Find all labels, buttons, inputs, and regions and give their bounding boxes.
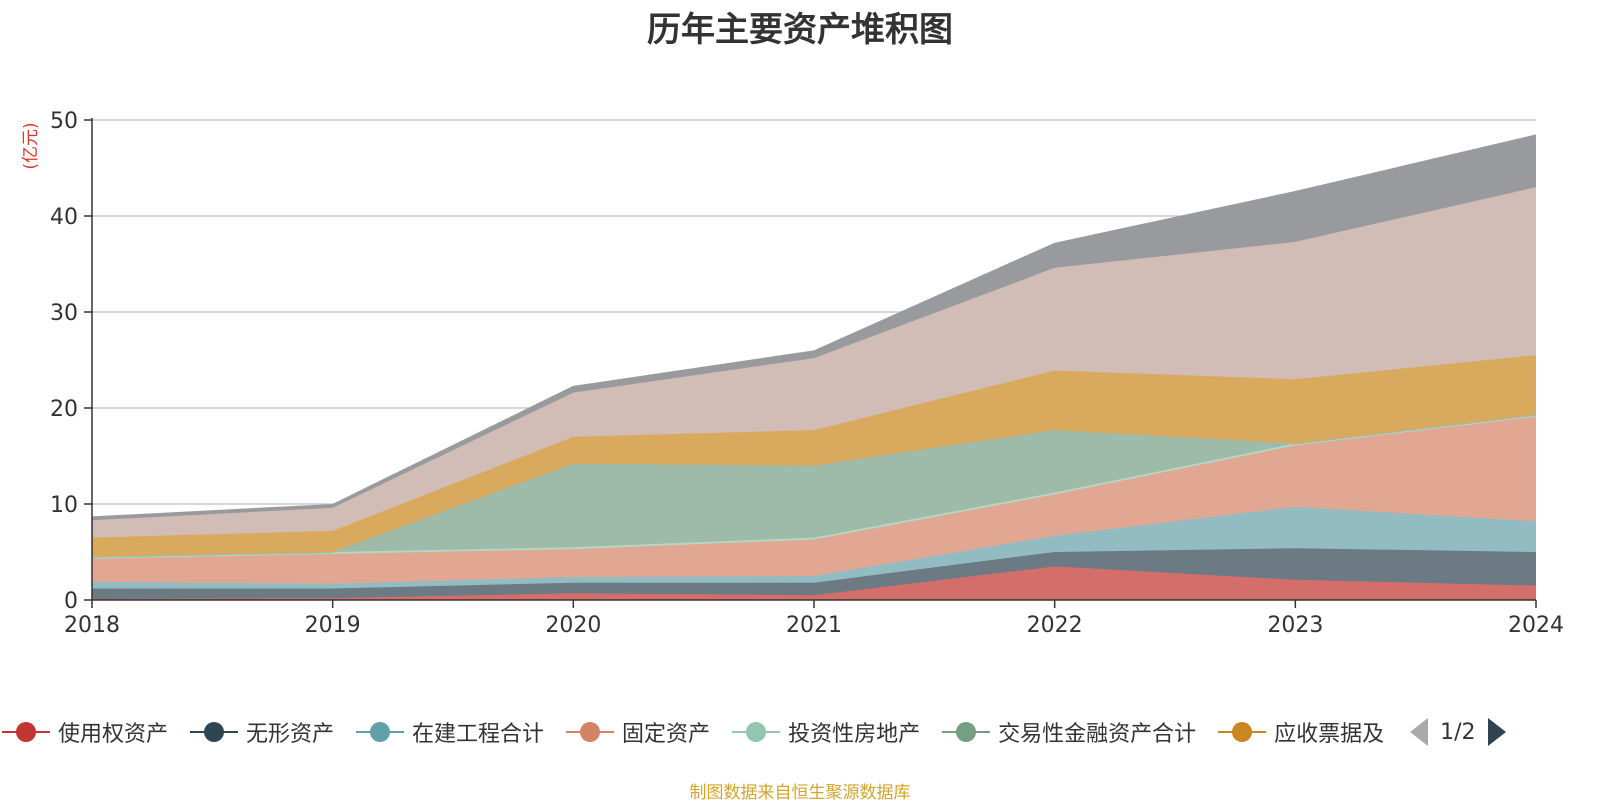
legend-label: 固定资产 <box>622 722 711 747</box>
legend-item[interactable]: 应收票据及 <box>1218 716 1384 748</box>
legend-label: 应收票据及 <box>1274 722 1385 747</box>
area-series-5 <box>92 414 1536 557</box>
x-tick-label: 2024 <box>1508 613 1564 638</box>
legend-page-indicator: 1/2 <box>1440 719 1476 745</box>
y-tick-label: 50 <box>50 109 78 134</box>
y-tick-label: 40 <box>50 205 78 230</box>
legend-marker-icon <box>566 722 615 742</box>
area-series-0 <box>92 566 1536 600</box>
legend-marker-icon <box>356 722 405 742</box>
legend-label: 在建工程合计 <box>412 722 545 747</box>
source-note: 制图数据来自恒生聚源数据库 <box>689 783 911 803</box>
x-tick-label: 2022 <box>1027 613 1083 638</box>
legend-next-page-icon[interactable] <box>1486 716 1508 748</box>
x-tick-label: 2021 <box>786 613 842 638</box>
legend-item[interactable]: 无形资产 <box>190 716 334 748</box>
area-line-series-8 <box>91 134 1537 519</box>
legend-item[interactable]: 投资性房地产 <box>732 716 920 748</box>
legend-marker-icon <box>1218 722 1267 742</box>
x-tick-label: 2018 <box>64 613 120 638</box>
legend-item[interactable]: 使用权资产 <box>2 716 168 748</box>
legend-prev-page-icon[interactable] <box>1408 716 1430 748</box>
legend-marker-icon <box>942 722 991 742</box>
axes: 0 10 20 30 40 50 2018 2019 2020 2021 2022 2023 2024 <box>50 109 1564 638</box>
chart-title: 历年主要资产堆积图 <box>647 10 953 50</box>
legend-label: 投资性房地产 <box>788 722 921 747</box>
legend: 使用权资产 无形资产 在建工程合计 固定资产 投资性房地产 交易性金融资产合计 应收票据及 1… <box>0 712 1600 752</box>
area-series-8 <box>92 135 1536 521</box>
area-series-7 <box>92 187 1536 538</box>
legend-label: 无形资产 <box>246 722 335 747</box>
x-tick-label: 2020 <box>545 613 601 638</box>
stacked-areas <box>91 134 1537 600</box>
area-series-2 <box>92 506 1536 589</box>
x-tick-label: 2023 <box>1267 613 1323 638</box>
y-tick-label: 0 <box>64 589 78 614</box>
y-tick-label: 10 <box>50 493 78 518</box>
area-series-3 <box>92 416 1536 584</box>
legend-item[interactable]: 在建工程合计 <box>356 716 544 748</box>
legend-label: 使用权资产 <box>58 722 169 747</box>
legend-marker-icon <box>2 722 50 742</box>
legend-item[interactable]: 交易性金融资产合计 <box>942 716 1196 748</box>
x-tick-label: 2019 <box>305 613 361 638</box>
legend-pager: 1/2 <box>1408 716 1507 748</box>
legend-marker-icon <box>190 722 239 742</box>
legend-item[interactable]: 固定资产 <box>566 716 710 748</box>
legend-marker-icon <box>732 722 781 742</box>
y-tick-label: 20 <box>50 397 78 422</box>
y-tick-label: 30 <box>50 301 78 326</box>
legend-label: 交易性金融资产合计 <box>998 722 1197 747</box>
area-series-6 <box>92 355 1536 557</box>
y-axis-unit-label: (亿元) <box>21 122 41 169</box>
